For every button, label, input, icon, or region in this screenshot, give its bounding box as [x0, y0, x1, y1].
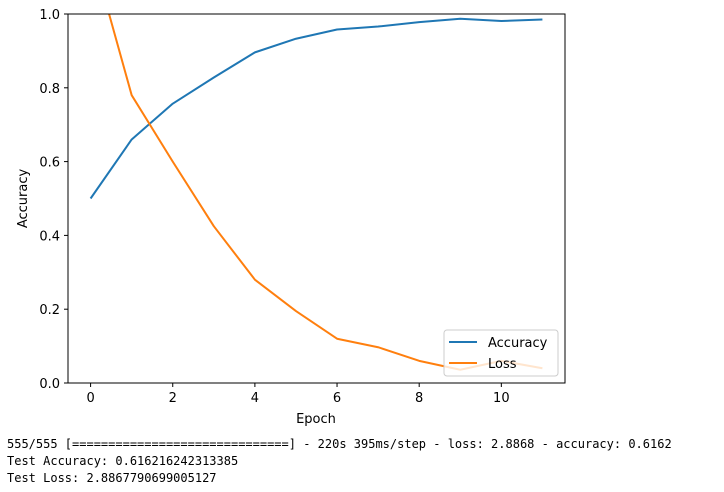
console-test-accuracy-line: Test Accuracy: 0.616216242313385	[7, 454, 239, 468]
x-tick-label: 0	[86, 391, 94, 406]
x-tick-label: 8	[415, 391, 423, 406]
plot-frame	[67, 13, 566, 384]
y-axis: 0.0 0.2 0.4 0.6 0.8 1.0	[39, 8, 68, 392]
console-test-loss-line: Test Loss: 2.8867790699005127	[7, 471, 217, 485]
x-tick-label: 6	[333, 391, 341, 406]
legend-label-accuracy: Accuracy	[488, 336, 548, 351]
legend: Accuracy Loss	[443, 329, 559, 377]
y-tick-label: 0.8	[39, 82, 60, 97]
series-layer	[89, 14, 543, 371]
y-tick-label: 0.0	[39, 377, 60, 392]
console-progress-line: 555/555 [==============================]…	[7, 437, 672, 451]
x-tick-label: 10	[493, 391, 510, 406]
series-line-accuracy	[89, 17, 543, 200]
training-history-chart: 0 2 4 6 8 10 0.0 0.2 0.4 0.6 0.8 1.0 Epoch Accurac…	[16, 8, 566, 427]
y-axis-label: Accuracy	[16, 169, 31, 229]
y-tick-label: 1.0	[39, 8, 60, 23]
x-axis: 0 2 4 6 8 10	[86, 383, 510, 406]
y-tick-label: 0.2	[39, 303, 60, 318]
x-tick-label: 4	[251, 391, 259, 406]
y-tick-label: 0.6	[39, 156, 60, 171]
x-tick-label: 2	[169, 391, 177, 406]
series-line-loss	[108, 14, 543, 371]
console-output: 555/555 [==============================]…	[7, 436, 719, 487]
legend-label-loss: Loss	[488, 357, 517, 372]
y-tick-label: 0.4	[39, 229, 60, 244]
x-axis-label: Epoch	[296, 412, 336, 427]
